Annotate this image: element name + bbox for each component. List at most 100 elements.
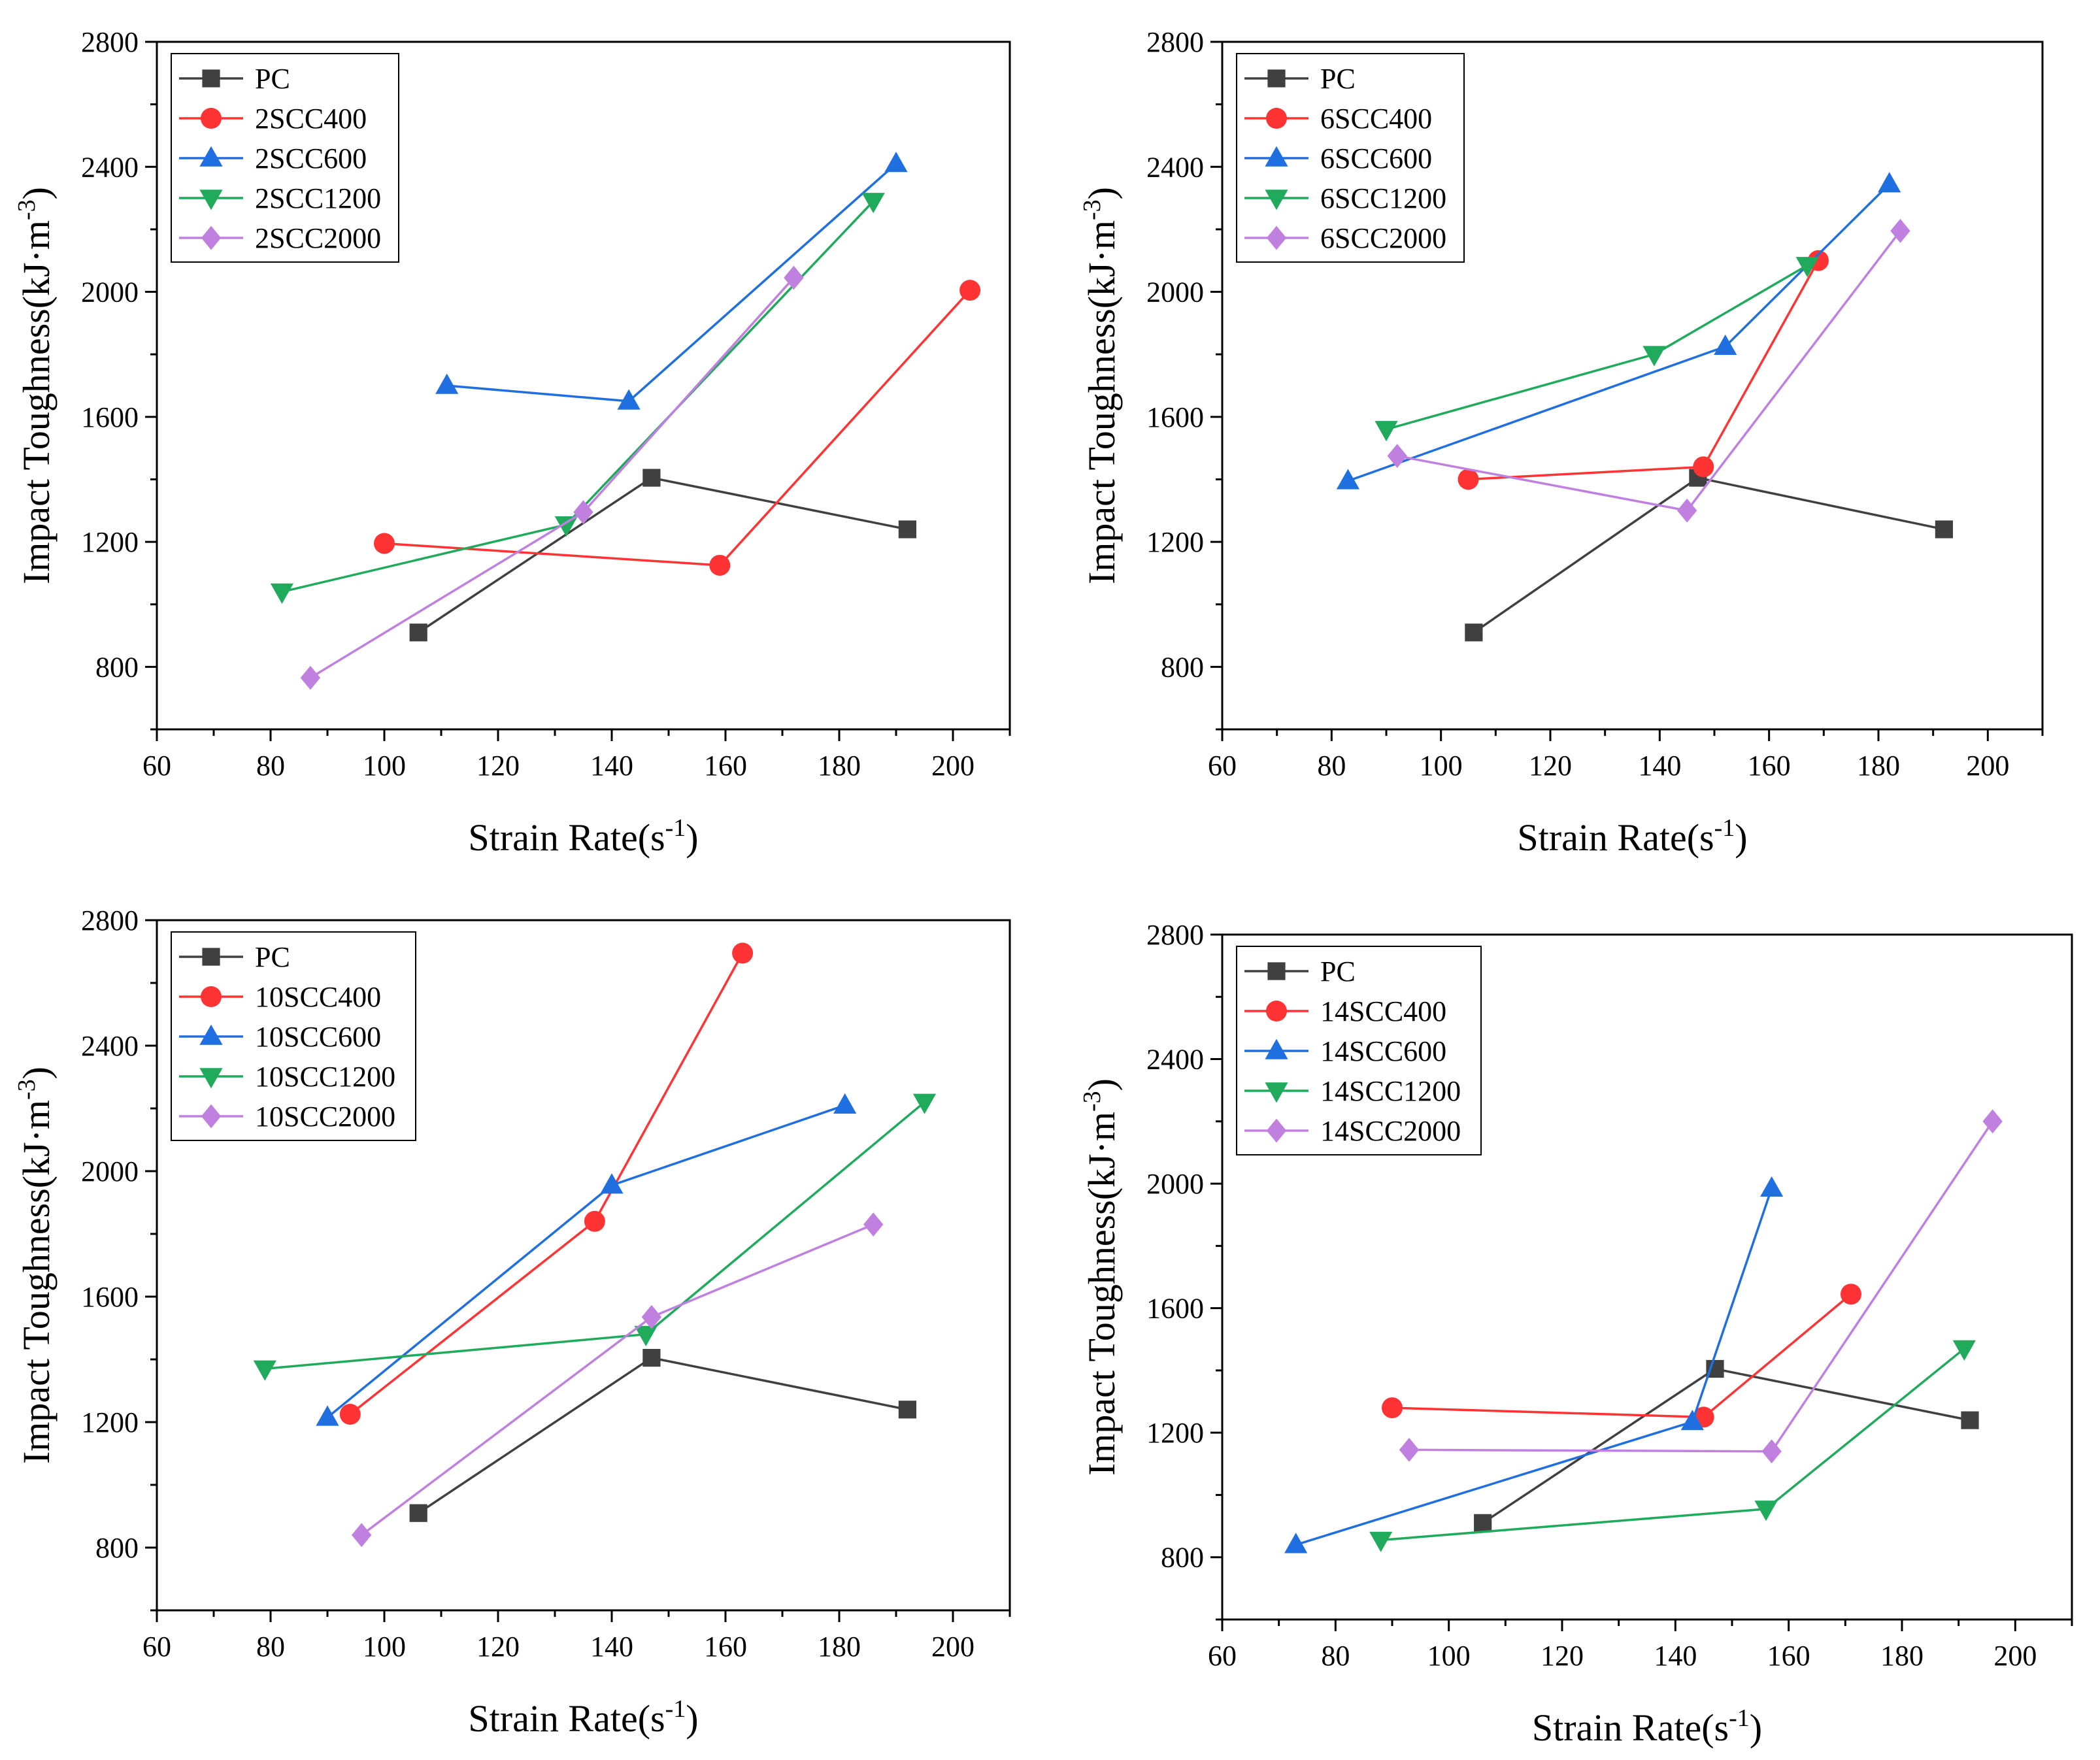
data-point — [641, 1304, 662, 1329]
data-point — [1642, 346, 1666, 367]
x-tick-label: 140 — [1638, 750, 1681, 782]
legend-marker — [201, 225, 222, 250]
data-point — [270, 583, 293, 604]
y-tick-label: 2800 — [81, 905, 139, 937]
series-6SCC1200 — [1375, 257, 1819, 442]
series-6SCC600 — [1336, 172, 1901, 490]
legend-label: 14SCC2000 — [1320, 1115, 1461, 1147]
y-tick-label: 2800 — [1146, 919, 1204, 951]
series-PC — [1474, 1359, 1979, 1532]
data-point — [1676, 498, 1697, 523]
data-point — [554, 516, 578, 537]
series-10SCC1200 — [253, 1093, 937, 1381]
y-tick-label: 2000 — [1146, 276, 1204, 308]
x-tick-label: 60 — [142, 1631, 171, 1663]
x-tick-label: 120 — [1529, 750, 1572, 782]
x-axis-title: Strain Rate(s-1) — [1532, 1704, 1762, 1749]
data-point — [1284, 1533, 1308, 1553]
data-point — [316, 1405, 339, 1426]
x-tick-label: 80 — [256, 750, 285, 782]
data-point — [912, 1093, 937, 1114]
legend-marker — [1266, 225, 1287, 250]
legend-label: 6SCC2000 — [1320, 222, 1446, 254]
series-6SCC400 — [1458, 250, 1829, 490]
y-tick-label: 2400 — [81, 1030, 139, 1062]
legend-marker — [202, 948, 220, 966]
data-point — [1474, 1514, 1492, 1532]
x-tick-label: 160 — [704, 750, 747, 782]
y-tick-label: 1200 — [81, 526, 139, 558]
data-point — [1952, 1340, 1976, 1361]
data-point — [884, 152, 908, 173]
x-tick-label: 160 — [704, 1631, 747, 1663]
data-point — [642, 469, 661, 487]
x-tick-label: 180 — [1880, 1640, 1924, 1672]
x-tick-label: 200 — [931, 750, 975, 782]
y-tick-label: 2000 — [81, 276, 139, 308]
data-point — [1754, 1501, 1778, 1521]
legend-marker — [201, 986, 222, 1007]
data-point — [600, 1173, 624, 1194]
x-tick-label: 180 — [1857, 750, 1900, 782]
series-10SCC600 — [316, 1093, 857, 1426]
data-point — [1935, 520, 1953, 539]
y-tick-label: 1600 — [81, 1281, 139, 1313]
legend-marker — [1265, 1082, 1288, 1103]
x-tick-label: 120 — [476, 750, 520, 782]
legend: PC 14SCC400 14SCC600 14SCC1200 14SCC2000 — [1236, 946, 1482, 1155]
x-tick-label: 180 — [818, 1631, 861, 1663]
y-tick-label: 2000 — [1146, 1168, 1204, 1200]
data-point — [863, 1212, 884, 1237]
series-PC — [409, 469, 916, 642]
legend-label: PC — [1320, 955, 1356, 988]
x-tick-label: 160 — [1767, 1640, 1810, 1672]
series-6SCC2000 — [1387, 218, 1910, 523]
y-tick-label: 2000 — [81, 1155, 139, 1187]
legend-label: 14SCC1200 — [1320, 1075, 1461, 1107]
x-tick-label: 100 — [363, 1631, 406, 1663]
data-point — [409, 623, 427, 642]
plot-frame — [1221, 933, 2073, 1621]
series-PC — [409, 1349, 916, 1522]
data-point — [898, 1401, 916, 1419]
y-tick-label: 1200 — [1146, 1417, 1204, 1449]
data-point — [1760, 1176, 1784, 1197]
data-point — [732, 942, 754, 964]
x-tick-label: 60 — [142, 750, 171, 782]
data-point — [642, 1349, 661, 1367]
legend-label: 2SCC1200 — [255, 182, 381, 214]
legend-marker — [1266, 108, 1287, 129]
series-14SCC1200 — [1369, 1340, 1976, 1552]
series-14SCC600 — [1284, 1176, 1784, 1553]
legend-label: 2SCC600 — [255, 142, 367, 174]
legend-label: 2SCC400 — [255, 103, 367, 135]
series-2SCC400 — [374, 280, 981, 576]
data-point — [1982, 1109, 2003, 1134]
data-point — [898, 520, 916, 539]
data-point — [1890, 218, 1910, 243]
data-point — [1458, 469, 1479, 490]
legend-marker — [199, 1068, 223, 1089]
data-point — [584, 1210, 605, 1232]
data-point — [634, 1325, 658, 1346]
x-tick-label: 120 — [476, 1631, 520, 1663]
data-point — [1369, 1531, 1393, 1552]
data-point — [1680, 1410, 1704, 1431]
y-tick-label: 800 — [95, 651, 139, 683]
legend-marker — [1265, 1038, 1288, 1059]
x-tick-label: 200 — [1993, 1640, 2037, 1672]
y-tick-label: 2800 — [1146, 26, 1204, 58]
data-point — [339, 1404, 361, 1425]
plot-frame — [156, 919, 1011, 1612]
legend-label: 10SCC2000 — [255, 1101, 395, 1133]
chart-4: 60 80 100 120 140 160 180 200 800 1200 1600 2000 240… — [1078, 919, 2073, 1749]
x-axis-title: Strain Rate(s-1) — [468, 814, 698, 859]
data-point — [1382, 1397, 1403, 1419]
data-point — [253, 1360, 276, 1381]
x-tick-label: 80 — [1317, 750, 1346, 782]
y-tick-label: 1200 — [81, 1406, 139, 1438]
legend-label: PC — [255, 63, 290, 95]
y-axis-title: Impact Toughness(kJ·m-3) — [1078, 1078, 1123, 1476]
x-tick-label: 60 — [1208, 750, 1237, 782]
